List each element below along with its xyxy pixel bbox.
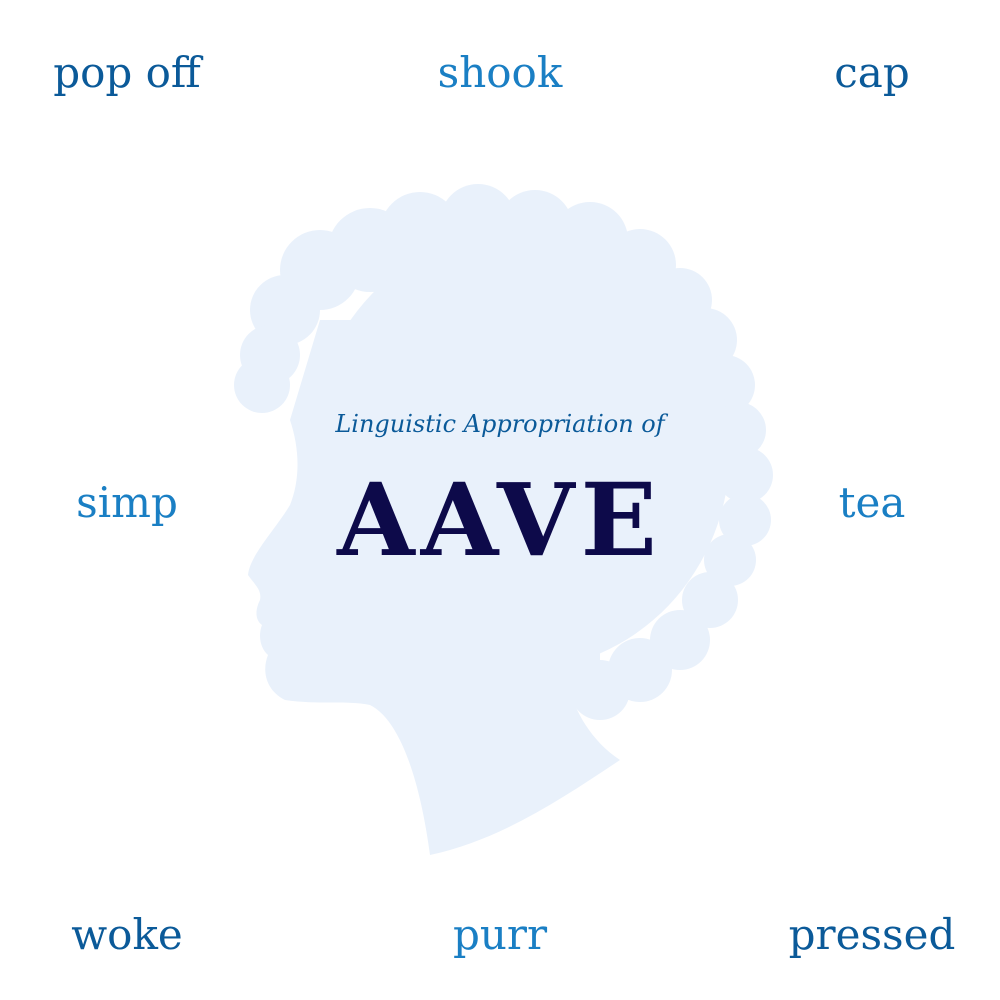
subtitle: Linguistic Appropriation of (335, 410, 665, 438)
word-purr: purr (452, 910, 548, 959)
word-simp: simp (76, 478, 178, 527)
word-pop-off: pop off (53, 48, 201, 97)
word-pressed: pressed (788, 910, 956, 959)
main-title: AAVE (337, 461, 663, 579)
word-tea: tea (838, 478, 906, 527)
word-woke: woke (71, 910, 183, 959)
word-shook: shook (437, 48, 563, 97)
word-cap: cap (834, 48, 910, 97)
